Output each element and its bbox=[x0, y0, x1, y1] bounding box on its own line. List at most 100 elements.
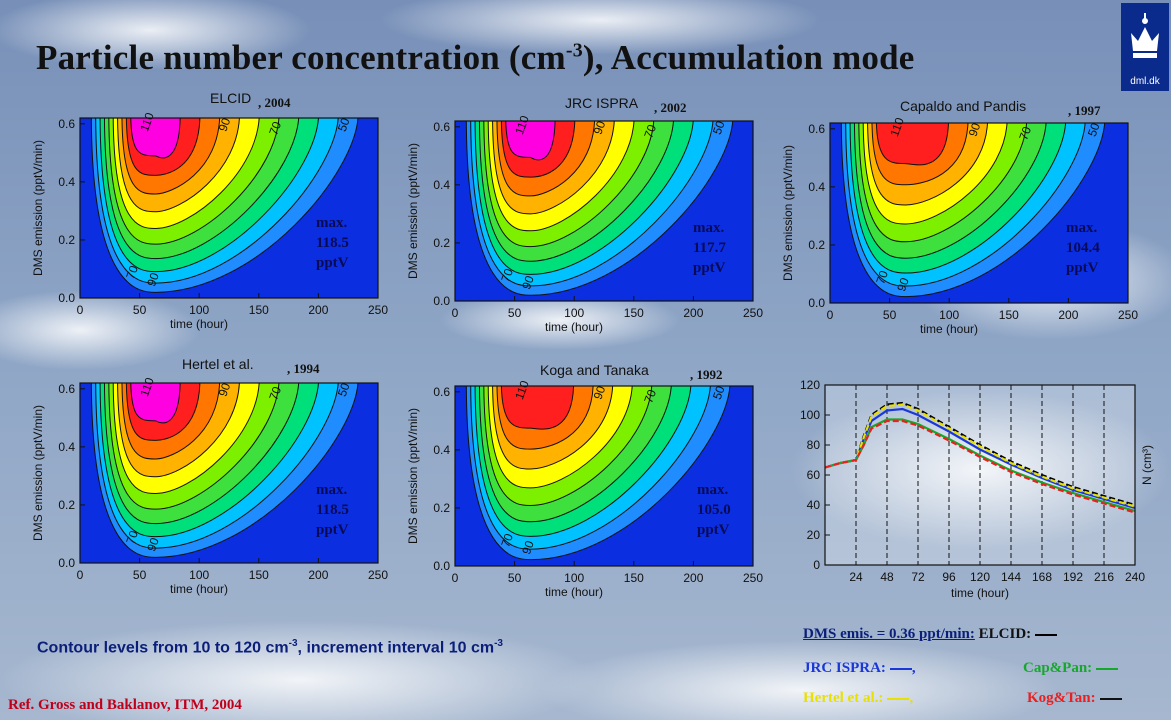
contour-value-label: 110 bbox=[512, 113, 532, 136]
page-title: Particle number concentration (cm-3), Ac… bbox=[36, 38, 915, 78]
y-tick-label: 0.2 bbox=[808, 238, 825, 252]
x-tick-label: 100 bbox=[564, 306, 584, 320]
x-tick-label: 200 bbox=[1058, 308, 1078, 322]
x-tick-label: 50 bbox=[883, 308, 897, 322]
legend-kogtan-swatch bbox=[1099, 697, 1122, 700]
legend-hertel-label: Hertel et al.: bbox=[803, 690, 884, 706]
y-tick-label: 0.4 bbox=[433, 443, 450, 457]
contour-value-label: 110 bbox=[887, 115, 907, 138]
contour-plot-title: ELCID bbox=[210, 90, 252, 106]
contour-value-label: 50 bbox=[335, 381, 353, 399]
note-sup1: -3 bbox=[288, 638, 298, 649]
contour-value-label: 70 bbox=[498, 531, 516, 549]
x-tick-label: 0 bbox=[452, 306, 459, 320]
legend-elcid-label: ELCID: bbox=[978, 626, 1032, 642]
x-tick-label: 192 bbox=[1063, 570, 1083, 584]
x-tick-label: 96 bbox=[942, 570, 956, 584]
x-tick-label: 0 bbox=[77, 303, 84, 317]
contour-max-label: max. 118.5 pptV bbox=[316, 215, 349, 271]
contour-value-label: 110 bbox=[137, 110, 157, 133]
y-axis-label: DMS emission (pptV/min) bbox=[31, 140, 45, 276]
contour-band-110 bbox=[130, 118, 181, 159]
x-tick-label: 0 bbox=[452, 571, 459, 585]
contour-band-110 bbox=[505, 121, 556, 161]
y-tick-label: 20 bbox=[807, 528, 821, 542]
y-tick-label: 0.4 bbox=[433, 178, 450, 192]
x-tick-label: 50 bbox=[133, 568, 147, 582]
contour-plot-year: , 1994 bbox=[287, 361, 320, 376]
contour-band-100 bbox=[500, 386, 574, 430]
title-sup: -3 bbox=[565, 39, 583, 62]
contour-band-100 bbox=[876, 123, 949, 166]
x-axis-label: time (hour) bbox=[920, 322, 978, 336]
x-tick-label: 100 bbox=[939, 308, 959, 322]
note-text2: , increment interval 10 cm bbox=[297, 639, 495, 657]
x-tick-label: 144 bbox=[1001, 570, 1021, 584]
x-tick-label: 48 bbox=[880, 570, 894, 584]
y-tick-label: 100 bbox=[800, 408, 820, 422]
x-axis-label: time (hour) bbox=[545, 320, 603, 334]
y-tick-label: 60 bbox=[807, 468, 821, 482]
contour-value-label: 90 bbox=[144, 536, 162, 554]
contour-max-label: max. 104.4 pptV bbox=[1066, 220, 1100, 276]
x-tick-label: 200 bbox=[683, 571, 703, 585]
x-axis-label: time (hour) bbox=[170, 582, 228, 596]
y-tick-label: 0.2 bbox=[433, 236, 450, 250]
x-tick-label: 120 bbox=[970, 570, 990, 584]
contour-max-label: max. 117.7 pptV bbox=[693, 220, 726, 276]
legend-hertel-tail: , bbox=[909, 690, 914, 706]
contour-value-label: 70 bbox=[266, 119, 284, 137]
y-axis-label: N (cm³) bbox=[1140, 445, 1154, 485]
y-tick-label: 40 bbox=[807, 498, 821, 512]
x-tick-label: 250 bbox=[368, 303, 388, 317]
contour-plot-year: , 2004 bbox=[258, 95, 291, 110]
series-line bbox=[824, 403, 1136, 508]
contour-value-label: 50 bbox=[335, 116, 353, 134]
contour-value-label: 90 bbox=[966, 121, 984, 139]
x-tick-label: 250 bbox=[368, 568, 388, 582]
legend-dms-emis-text: DMS emis. = 0.36 ppt/min: bbox=[803, 626, 975, 642]
contour-value-label: 90 bbox=[216, 381, 234, 399]
x-tick-label: 150 bbox=[999, 308, 1019, 322]
x-tick-label: 216 bbox=[1094, 570, 1114, 584]
y-tick-label: 0.0 bbox=[58, 556, 75, 570]
contour-value-label: 90 bbox=[591, 119, 609, 137]
x-tick-label: 250 bbox=[743, 306, 763, 320]
legend-jrc-swatch bbox=[889, 667, 912, 670]
x-tick-label: 240 bbox=[1125, 570, 1145, 584]
contour-value-label: 90 bbox=[591, 384, 609, 402]
contour-value-label: 110 bbox=[512, 378, 532, 401]
contour-value-label: 90 bbox=[519, 539, 537, 557]
contour-value-label: 90 bbox=[216, 116, 234, 134]
x-tick-label: 150 bbox=[624, 571, 644, 585]
y-tick-label: 0.2 bbox=[58, 233, 75, 247]
legend-jrc-label: JRC ISPRA: bbox=[803, 660, 886, 676]
x-tick-label: 168 bbox=[1032, 570, 1052, 584]
contour-value-label: 70 bbox=[641, 387, 659, 405]
x-tick-label: 100 bbox=[189, 303, 209, 317]
y-tick-label: 0.6 bbox=[808, 122, 825, 136]
contour-value-label: 90 bbox=[144, 271, 162, 289]
series-line bbox=[824, 419, 1136, 514]
legend-kogtan-label: Kog&Tan: bbox=[1027, 690, 1096, 706]
legend-jrc-tail: , bbox=[911, 660, 916, 676]
x-tick-label: 200 bbox=[683, 306, 703, 320]
x-tick-label: 250 bbox=[743, 571, 763, 585]
x-tick-label: 150 bbox=[249, 303, 269, 317]
y-tick-label: 0.0 bbox=[433, 559, 450, 573]
legend-kogtan: Kog&Tan: bbox=[1027, 690, 1122, 707]
y-tick-label: 120 bbox=[800, 378, 820, 392]
note-sup2: -3 bbox=[494, 638, 503, 649]
contour-value-label: 90 bbox=[894, 276, 912, 294]
x-tick-label: 250 bbox=[1118, 308, 1138, 322]
legend-cappan-label: Cap&Pan: bbox=[1023, 660, 1093, 676]
line-chart: 24 48 72 96 120 144 168 192 216 240 0 20 40 60 80 100 12… bbox=[800, 378, 1154, 600]
contour-max-label: max. 105.0 pptV bbox=[697, 482, 731, 538]
title-end: ), Accumulation mode bbox=[582, 38, 915, 77]
contour-plot-year: , 1997 bbox=[1068, 103, 1101, 118]
y-tick-label: 0 bbox=[813, 558, 820, 572]
